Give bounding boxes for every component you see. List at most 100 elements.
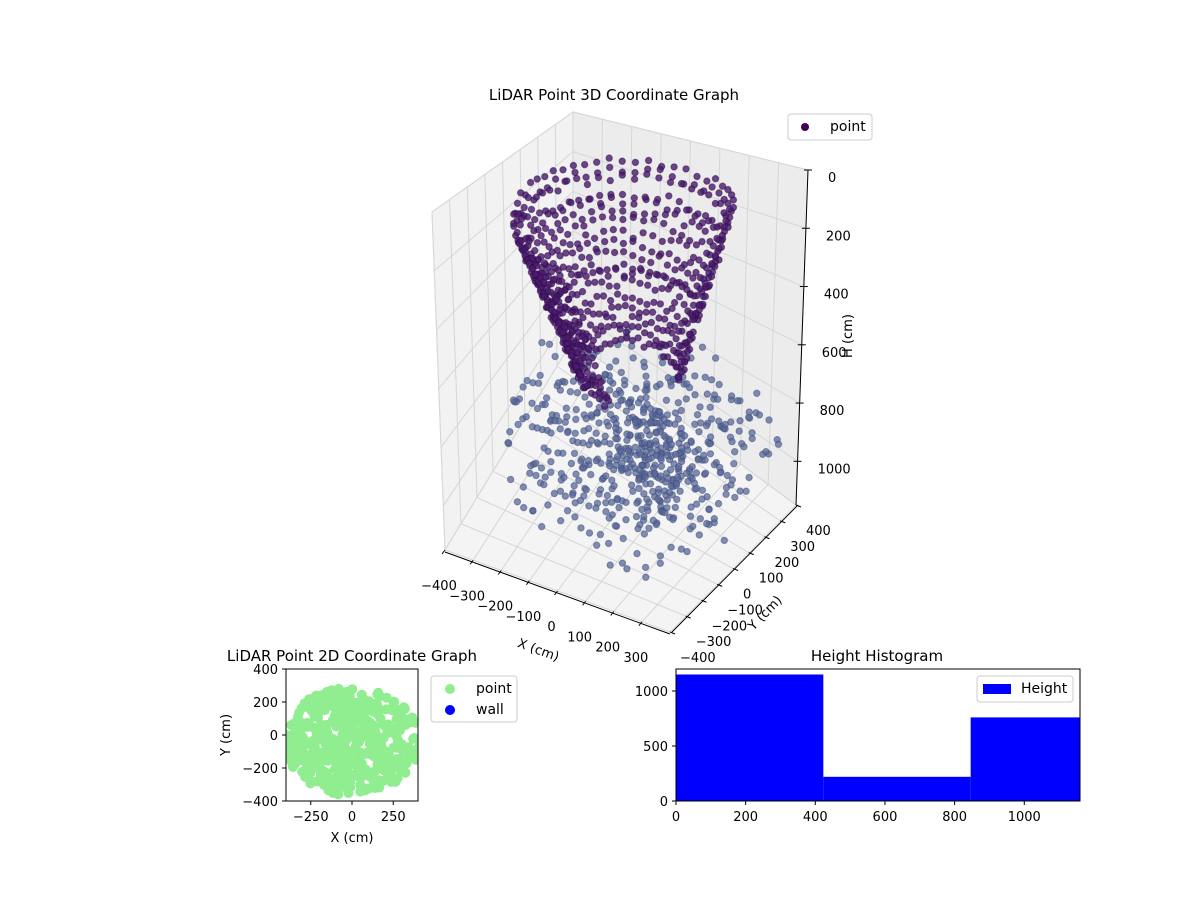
data-point-2d	[376, 751, 387, 762]
data-point	[711, 199, 720, 208]
x-tick-3d	[497, 570, 502, 575]
data-point	[673, 312, 681, 321]
data-point	[716, 463, 724, 472]
data-point	[692, 500, 701, 508]
data-point	[731, 448, 739, 456]
data-point	[585, 529, 594, 537]
data-point	[631, 418, 639, 426]
data-point	[638, 256, 646, 264]
data-point	[630, 200, 638, 208]
data-point	[602, 247, 610, 256]
data-point	[528, 254, 536, 262]
data-point-2d	[315, 719, 326, 730]
data-point	[620, 274, 628, 282]
y-tick-label-3d: −300	[696, 635, 732, 650]
data-point-2d	[389, 696, 400, 707]
y-tick-label-3d: 0	[743, 588, 751, 603]
data-point-2d	[302, 717, 313, 728]
data-point	[582, 414, 590, 423]
data-point-2d	[382, 775, 393, 785]
data-point	[550, 234, 558, 242]
data-point	[601, 340, 609, 348]
data-point	[682, 206, 691, 214]
data-point-2d	[395, 764, 406, 775]
data-point	[566, 240, 574, 249]
data-point	[582, 231, 590, 239]
data-point	[523, 376, 531, 385]
data-point	[584, 456, 593, 465]
data-point	[561, 378, 569, 386]
data-point	[580, 222, 588, 230]
data-point	[561, 492, 569, 500]
x-tick-label-histogram: 1000	[1008, 810, 1041, 825]
data-point	[582, 272, 590, 280]
data-point	[688, 185, 696, 193]
data-point	[589, 268, 597, 277]
data-point	[576, 201, 584, 210]
data-point	[691, 391, 699, 399]
data-point	[714, 395, 722, 403]
data-point	[664, 474, 672, 482]
data-point	[652, 451, 660, 459]
data-point	[562, 404, 570, 412]
data-point	[614, 303, 623, 311]
data-point	[674, 415, 682, 423]
data-point	[658, 359, 667, 367]
data-point	[609, 225, 617, 234]
data-point	[675, 293, 684, 301]
data-point	[603, 266, 611, 274]
data-point	[527, 205, 536, 214]
data-point	[629, 213, 637, 222]
data-point	[639, 406, 648, 414]
data-point	[593, 248, 601, 256]
data-point	[602, 499, 610, 507]
data-point	[689, 274, 697, 282]
data-point	[652, 199, 660, 207]
data-point	[762, 448, 770, 456]
data-point	[559, 206, 567, 215]
data-point	[562, 249, 570, 257]
data-point	[526, 178, 535, 187]
data-point	[686, 290, 695, 299]
data-point	[675, 327, 683, 335]
data-point	[541, 172, 549, 181]
data-point	[706, 237, 714, 246]
scatter-2d-chart: LiDAR Point 2D Coordinate Graph −250 0 250…	[219, 647, 518, 846]
data-point	[686, 512, 695, 520]
data-point	[571, 429, 579, 437]
legend-histogram-swatch	[983, 684, 1011, 694]
data-point	[597, 203, 606, 211]
data-point	[613, 496, 621, 504]
grid-line	[449, 199, 462, 524]
x-tick-label-2d: 250	[381, 810, 406, 825]
legend-histogram-frame	[976, 675, 1074, 703]
data-point	[682, 395, 690, 403]
data-point	[602, 507, 610, 516]
data-point	[641, 563, 650, 572]
data-point	[589, 216, 597, 224]
x-axis-label-2d: X (cm)	[331, 831, 374, 846]
data-point	[669, 515, 677, 524]
data-point	[671, 450, 680, 458]
data-point	[673, 256, 681, 264]
data-point	[677, 319, 686, 327]
data-point	[714, 499, 723, 508]
data-point-2d	[352, 760, 363, 771]
y-tick-label-2d: −400	[242, 795, 278, 810]
data-point	[619, 200, 627, 208]
data-point	[596, 384, 605, 392]
data-point	[706, 450, 715, 458]
data-point	[545, 340, 554, 348]
histogram-frame	[675, 668, 1081, 802]
data-point-2d	[286, 749, 291, 760]
points-2d	[286, 683, 418, 800]
x-tick-3d	[554, 590, 558, 596]
legend-histogram: Height	[976, 675, 1074, 703]
data-point	[640, 530, 649, 538]
data-point	[545, 280, 553, 288]
data-point	[556, 487, 565, 495]
data-point	[571, 317, 579, 325]
data-point	[745, 473, 753, 482]
data-point	[628, 312, 636, 321]
